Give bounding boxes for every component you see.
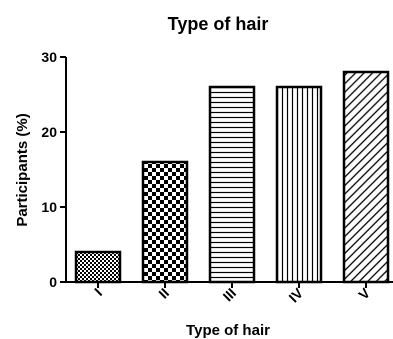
- bar-V: [342, 70, 390, 284]
- x-tick-label-III: III: [220, 285, 240, 305]
- y-tick-label-20: 20: [41, 124, 57, 140]
- y-axis-label: Participants (%): [14, 113, 31, 226]
- bar-I: [74, 250, 122, 284]
- x-tick-label-II: II: [155, 285, 172, 302]
- y-tick-label-0: 0: [49, 274, 57, 290]
- x-tick-label-IV: IV: [285, 284, 306, 305]
- x-axis-label: Type of hair: [186, 322, 270, 339]
- bar-II: [141, 160, 189, 284]
- bar-IV: [275, 85, 323, 284]
- y-tick-label-30: 30: [41, 49, 57, 65]
- chart-title: Type of hair: [168, 14, 269, 34]
- y-tick-label-10: 10: [41, 199, 57, 215]
- x-tick-label-V: V: [355, 284, 373, 302]
- bar-III: [208, 85, 256, 284]
